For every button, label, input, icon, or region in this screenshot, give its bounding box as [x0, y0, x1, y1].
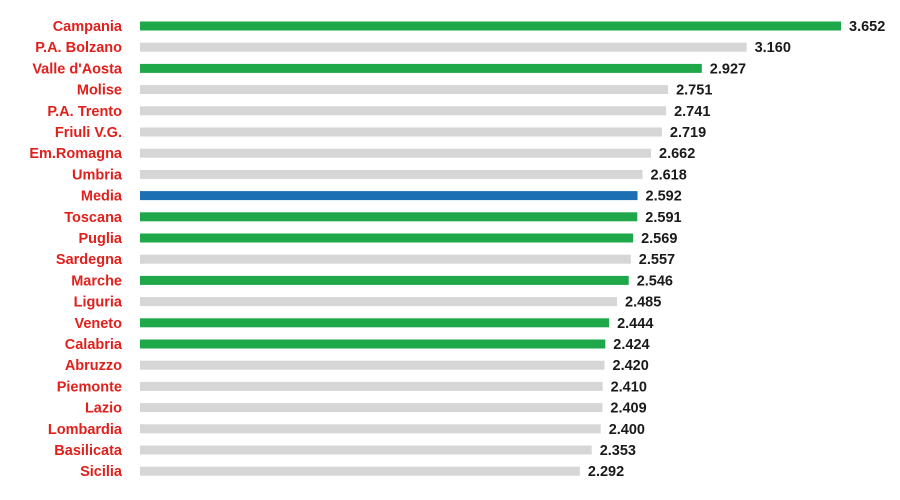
bar-campania — [140, 21, 841, 31]
category-label-puglia: Puglia — [78, 231, 122, 247]
category-label-piemonte: Piemonte — [57, 379, 122, 395]
category-label-liguria: Liguria — [74, 295, 123, 311]
value-label-puglia: 2.569 — [641, 231, 677, 247]
bar-sardegna — [140, 254, 631, 264]
bars-group — [140, 21, 841, 476]
category-label-em-romagna: Em.Romagna — [29, 146, 123, 162]
category-label-marche: Marche — [71, 273, 122, 289]
value-label-friuli-v-g: 2.719 — [670, 125, 706, 141]
category-label-basilicata: Basilicata — [54, 443, 123, 459]
category-label-lombardia: Lombardia — [48, 422, 123, 438]
category-label-valle-d-aosta: Valle d'Aosta — [32, 61, 123, 77]
bar-veneto — [140, 318, 610, 328]
value-label-molise: 2.751 — [676, 83, 712, 99]
category-label-toscana: Toscana — [64, 210, 123, 226]
bar-em-romagna — [140, 148, 651, 158]
bar-valle-d-aosta — [140, 63, 702, 73]
value-label-marche: 2.546 — [637, 273, 673, 289]
category-label-calabria: Calabria — [65, 337, 123, 353]
value-labels-group: 3.652 3.160 2.927 2.751 2.741 2.719 2.662 2.618… — [588, 19, 885, 480]
bar-liguria — [140, 297, 617, 307]
category-label-sardegna: Sardegna — [56, 252, 123, 268]
bar-media — [140, 191, 638, 201]
category-label-sicilia: Sicilia — [80, 464, 123, 480]
category-label-friuli-v-g: Friuli V.G. — [55, 125, 122, 141]
category-label-p-a-trento: P.A. Trento — [47, 104, 122, 120]
value-label-em-romagna: 2.662 — [659, 146, 695, 162]
value-label-media: 2.592 — [646, 189, 682, 205]
value-label-sicilia: 2.292 — [588, 464, 624, 480]
bar-sicilia — [140, 466, 580, 476]
value-label-p-a-bolzano: 3.160 — [755, 40, 791, 56]
bar-piemonte — [140, 381, 603, 391]
value-label-abruzzo: 2.420 — [613, 358, 649, 374]
category-label-abruzzo: Abruzzo — [65, 358, 122, 374]
bar-calabria — [140, 339, 606, 349]
bar-marche — [140, 275, 629, 285]
value-label-umbria: 2.618 — [651, 167, 687, 183]
value-label-valle-d-aosta: 2.927 — [710, 61, 746, 77]
value-label-toscana: 2.591 — [645, 210, 681, 226]
value-label-p-a-trento: 2.741 — [674, 104, 710, 120]
value-label-veneto: 2.444 — [617, 316, 653, 332]
bar-basilicata — [140, 445, 592, 455]
category-label-veneto: Veneto — [74, 316, 122, 332]
bar-p-a-trento — [140, 106, 667, 116]
category-labels-group: Campania P.A. Bolzano Valle d'Aosta Molise P… — [29, 19, 123, 480]
value-label-basilicata: 2.353 — [600, 443, 636, 459]
value-label-calabria: 2.424 — [613, 337, 649, 353]
category-label-lazio: Lazio — [85, 401, 122, 417]
category-label-campania: Campania — [53, 19, 123, 35]
bar-molise — [140, 85, 669, 95]
value-label-lombardia: 2.400 — [609, 422, 645, 438]
value-label-lazio: 2.409 — [610, 401, 646, 417]
bar-puglia — [140, 233, 634, 243]
bar-lombardia — [140, 424, 601, 434]
category-label-molise: Molise — [77, 83, 122, 99]
bar-umbria — [140, 169, 643, 179]
category-label-p-a-bolzano: P.A. Bolzano — [35, 40, 122, 56]
value-label-sardegna: 2.557 — [639, 252, 675, 268]
bar-lazio — [140, 403, 603, 413]
category-label-umbria: Umbria — [72, 167, 123, 183]
value-label-liguria: 2.485 — [625, 295, 661, 311]
bar-abruzzo — [140, 360, 605, 370]
value-label-piemonte: 2.410 — [611, 379, 647, 395]
bar-friuli-v-g — [140, 127, 662, 137]
value-label-campania: 3.652 — [849, 19, 885, 35]
category-label-media: Media — [81, 189, 123, 205]
bar-toscana — [140, 212, 638, 222]
bar-p-a-bolzano — [140, 42, 747, 52]
